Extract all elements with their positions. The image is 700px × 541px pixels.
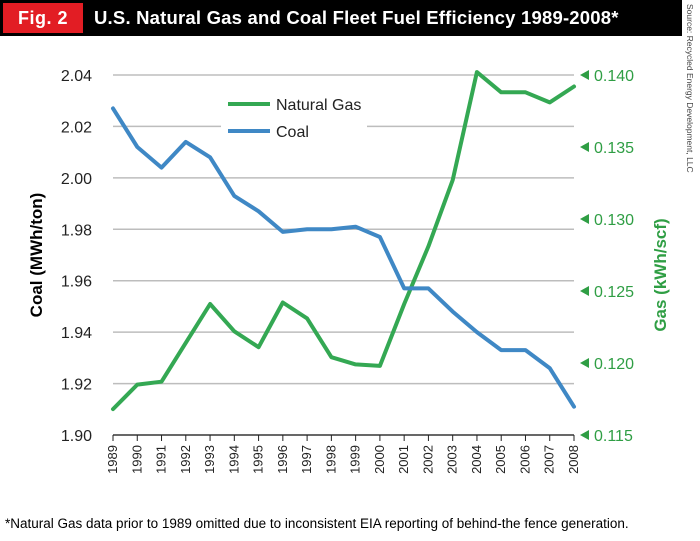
y2-axis-title: Gas (kWh/scf) [651,218,670,331]
coal-line [111,106,576,409]
figure-label: Fig. 2 [3,3,83,33]
natural-gas-line [111,70,576,412]
x-tick-label: 1997 [299,445,314,474]
axes: 1.90 1.92 1.94 1.96 1.98 2.00 2.02 2.04 0.115 0.1… [27,68,670,474]
legend-label: Coal [276,124,309,141]
source-credit: Source: Recycled Energy Development, LLC [683,2,699,242]
legend-box [221,88,367,150]
x-tick-label: 1995 [251,445,266,474]
x-tick-label: 1989 [105,445,120,474]
x-tick-label: 2007 [542,445,557,474]
x-tick-label: 2002 [420,445,435,474]
triangle-marker-icon [580,286,589,296]
y2-tick-label: 0.120 [594,356,634,373]
triangle-marker-icon [580,358,589,368]
y-tick-label: 2.04 [61,68,92,85]
x-tick-label: 1998 [323,445,338,474]
y-tick-label: 2.00 [61,171,92,188]
x-tick-label: 1999 [348,445,363,474]
x-tick-label: 1994 [226,445,241,474]
chart-title: U.S. Natural Gas and Coal Fleet Fuel Eff… [94,7,619,28]
footnote: *Natural Gas data prior to 1989 omitted … [5,516,629,531]
header-bar: Fig. 2 U.S. Natural Gas and Coal Fleet F… [0,0,682,36]
y2-tick-label: 0.125 [594,284,634,301]
legend: Natural Gas Coal [221,88,367,150]
x-tick-label: 2006 [517,445,532,474]
series [111,70,576,412]
triangle-marker-icon [580,430,589,440]
x-tick-label: 1992 [178,445,193,474]
y-tick-label: 1.98 [61,222,92,239]
source-text: Source: Recycled Energy Development, LLC [685,4,695,173]
x-tick-label: 2008 [566,445,581,474]
triangle-marker-icon [580,214,589,224]
x-tick-label: 1996 [275,445,290,474]
y-tick-label: 1.96 [61,274,92,291]
y2-tick-label: 0.115 [594,428,633,445]
y2-tick-label: 0.130 [594,212,634,229]
y2-tick-label: 0.135 [594,140,634,157]
x-tick-label: 2000 [372,445,387,474]
x-tick-label: 2001 [396,445,411,474]
x-tick-label: 2005 [493,445,508,474]
y2-tick-label: 0.140 [594,68,634,85]
triangle-marker-icon [580,70,589,80]
y-tick-label: 2.02 [61,119,92,136]
y-tick-label: 1.94 [61,325,92,342]
x-tick-label: 2004 [469,445,484,474]
y-tick-label: 1.92 [61,377,92,394]
chart-area: 1.90 1.92 1.94 1.96 1.98 2.00 2.02 2.04 0.115 0.1… [27,68,670,474]
y-axis-title: Coal (MWh/ton) [27,193,46,318]
x-tick-label: 1993 [202,445,217,474]
y-tick-label: 1.90 [61,428,92,445]
triangle-marker-icon [580,142,589,152]
legend-label: Natural Gas [276,97,361,114]
x-tick-label: 1990 [129,445,144,474]
x-tick-label: 1991 [154,445,169,474]
x-tick-label: 2003 [445,445,460,474]
